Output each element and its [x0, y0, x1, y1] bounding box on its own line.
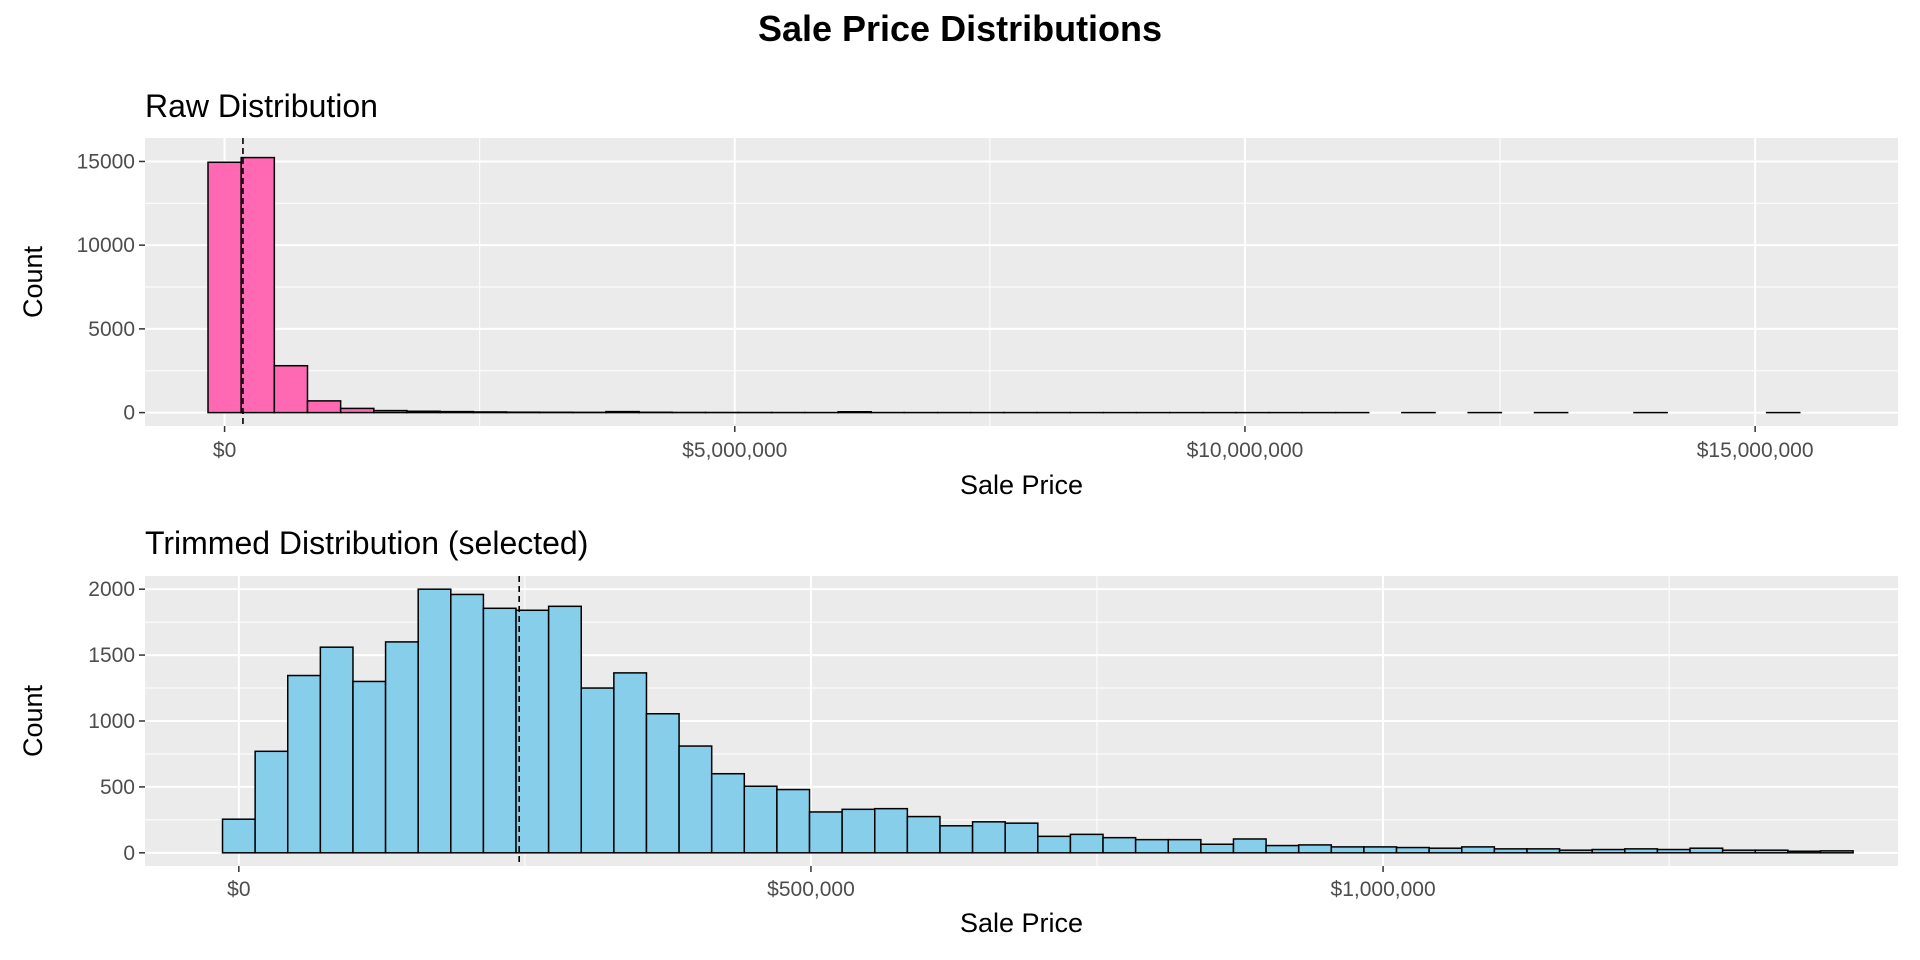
- histogram-bar: [1428, 847, 1463, 854]
- y-tick-label: 0: [123, 842, 135, 865]
- histogram-bar: [1787, 850, 1822, 854]
- histogram-bar: [1526, 848, 1561, 854]
- x-tick-label: $500,000: [767, 878, 855, 901]
- histogram-bar: [515, 609, 550, 854]
- histogram-bar: [710, 772, 746, 854]
- histogram-bar: [306, 400, 342, 414]
- histogram-bar: [1493, 848, 1528, 854]
- histogram-bar: [1624, 848, 1659, 854]
- histogram-bar: [645, 713, 680, 854]
- histogram-bar: [1721, 849, 1757, 854]
- x-axis-label: Sale Price: [960, 908, 1083, 938]
- histogram-bar: [1265, 844, 1300, 854]
- histogram-bar: [286, 674, 322, 854]
- histogram-bar: [971, 821, 1006, 854]
- histogram-bar: [1134, 838, 1170, 854]
- histogram-bar: [1461, 846, 1496, 854]
- histogram-bar: [482, 607, 517, 854]
- histogram-bar: [373, 409, 408, 414]
- histogram-bar: [339, 407, 375, 414]
- histogram-bar: [841, 808, 876, 854]
- panel-1: $0 $5,000,000 $10,000,000 $15,000,000 0 5000 1…: [18, 88, 1898, 500]
- histogram-bar: [678, 745, 713, 854]
- y-tick-label: 5000: [88, 318, 135, 341]
- histogram-bar: [1200, 843, 1235, 854]
- y-tick-label: 0: [123, 402, 135, 425]
- histogram-bar: [808, 811, 843, 854]
- histogram-bar: [1363, 846, 1398, 854]
- x-tick-label: $1,000,000: [1331, 878, 1436, 901]
- histogram-bar: [1232, 838, 1267, 854]
- y-tick-label: 10000: [77, 234, 135, 257]
- histogram-bar: [406, 410, 441, 414]
- histogram-bar: [240, 156, 276, 414]
- figure-title: Sale Price Distributions: [757, 8, 1163, 49]
- histogram-bar: [1330, 846, 1365, 854]
- y-tick-label: 15000: [77, 150, 135, 173]
- y-tick-label: 500: [100, 776, 135, 799]
- histogram-bar: [1069, 833, 1104, 854]
- histogram-bar: [417, 588, 452, 854]
- y-axis-label: Count: [18, 245, 48, 318]
- histogram-bar: [776, 788, 811, 854]
- histogram-bar: [580, 687, 615, 854]
- histogram-bar: [450, 593, 485, 854]
- x-tick-label: $0: [227, 878, 250, 901]
- histogram-bar: [837, 411, 873, 414]
- histogram-bar: [319, 646, 354, 854]
- x-tick-label: $0: [213, 439, 236, 462]
- x-tick-label: $15,000,000: [1697, 439, 1814, 462]
- histogram-bar: [743, 785, 778, 854]
- histogram-bar: [939, 825, 974, 854]
- histogram-bar: [1754, 849, 1789, 854]
- histogram-bar: [873, 807, 909, 854]
- histogram-bar: [254, 750, 289, 854]
- panel-subtitle: Trimmed Distribution (selected): [145, 525, 588, 561]
- x-axis-label: Sale Price: [960, 470, 1083, 500]
- histogram-bar: [384, 641, 419, 854]
- histogram-bar: [1167, 838, 1202, 854]
- histogram-bar: [207, 161, 242, 414]
- x-tick-label: $10,000,000: [1187, 439, 1304, 462]
- histogram-bar: [221, 818, 256, 854]
- histogram-bar: [1037, 835, 1072, 854]
- histogram-bar: [1591, 848, 1626, 854]
- histogram-bar: [1297, 844, 1333, 854]
- histogram-bar: [1689, 847, 1724, 854]
- panel-background: [145, 138, 1898, 426]
- y-tick-label: 1500: [88, 644, 135, 667]
- y-tick-label: 1000: [88, 710, 135, 733]
- histogram-bar: [613, 672, 648, 854]
- histogram-bar: [273, 364, 309, 414]
- histogram-bar: [1558, 849, 1593, 854]
- histogram-bar: [1819, 850, 1854, 854]
- histogram-bar: [547, 605, 582, 854]
- y-tick-label: 2000: [88, 578, 135, 601]
- y-axis-label: Count: [18, 684, 48, 757]
- histogram-bar: [1102, 836, 1137, 854]
- panel-subtitle: Raw Distribution: [145, 88, 378, 124]
- histogram-bar: [605, 410, 640, 414]
- x-tick-label: $5,000,000: [682, 439, 787, 462]
- histogram-bar: [1004, 822, 1039, 854]
- histogram-bar: [1656, 848, 1691, 854]
- histogram-bar: [1395, 846, 1430, 854]
- histogram-bar: [439, 410, 475, 414]
- histogram-bar: [472, 411, 508, 414]
- histogram-bar: [906, 815, 941, 854]
- panel-2: $0 $500,000 $1,000,000 0 500 1000 1500 2000 Trim…: [18, 525, 1898, 938]
- histogram-bar: [352, 680, 387, 854]
